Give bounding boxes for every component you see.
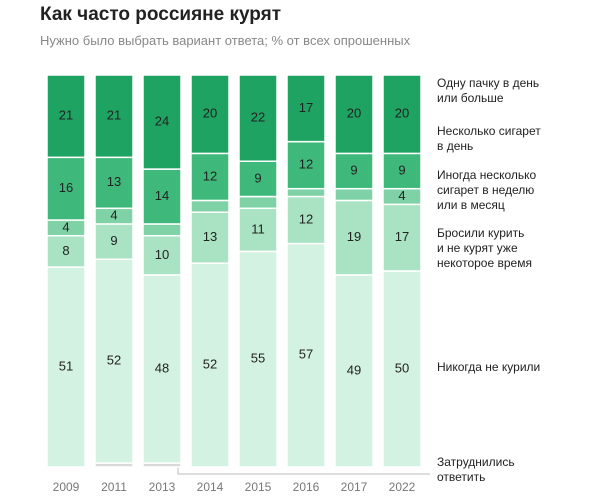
bar-segment	[46, 74, 86, 159]
value-label: 52	[107, 353, 121, 368]
value-label: 22	[251, 110, 265, 125]
value-label: 9	[350, 162, 357, 177]
bar-segment	[238, 250, 278, 468]
bar-segment	[334, 187, 374, 202]
x-tick-label: 2016	[293, 480, 320, 494]
bar-segment	[238, 207, 278, 253]
value-label: 9	[254, 170, 261, 185]
bar-segment	[46, 234, 86, 268]
x-tick-label: 2022	[389, 480, 416, 494]
x-tick-label: 2014	[197, 480, 224, 494]
bar-segment	[382, 203, 422, 272]
legend-label: Бросили курить и не курят уже некоторое вр…	[437, 226, 532, 270]
bar-segment	[94, 156, 134, 210]
bar-segment	[286, 195, 326, 245]
bar-segment	[46, 266, 86, 468]
bar-segment	[334, 274, 374, 468]
legend-label: Никогда не курили	[437, 360, 540, 374]
bar-segment	[334, 74, 374, 155]
value-label: 17	[395, 229, 409, 244]
value-label: 11	[251, 221, 265, 236]
value-label: 8	[62, 243, 69, 258]
bar-segment	[190, 74, 230, 155]
value-label: 20	[395, 106, 409, 121]
value-label: 9	[110, 233, 117, 248]
bar-segment	[190, 199, 230, 213]
bar-segment	[142, 223, 182, 237]
value-label: 12	[299, 157, 313, 172]
value-label: 13	[203, 229, 217, 244]
value-label: 17	[299, 100, 313, 115]
value-label: 48	[155, 360, 169, 375]
chart-title: Как часто россияне курят	[40, 4, 281, 25]
bar-segment	[238, 195, 278, 210]
value-label: 20	[203, 106, 217, 121]
bar-segment	[286, 187, 326, 198]
legend-label: Затруднились ответить	[437, 455, 515, 484]
value-label: 19	[347, 229, 361, 244]
value-label: 49	[347, 362, 361, 377]
bar-segment	[142, 168, 182, 225]
value-label: 9	[398, 162, 405, 177]
value-label: 24	[155, 113, 169, 128]
value-label: 14	[155, 188, 169, 203]
value-label: 57	[299, 347, 313, 362]
bar-segment	[286, 74, 326, 143]
bar-segment	[46, 156, 86, 221]
legend-label: Иногда несколько сигарет в неделю или в ме…	[437, 168, 537, 212]
value-label: 21	[59, 108, 73, 123]
chart-subtitle: Нужно было выбрать вариант ответа; % от …	[40, 33, 411, 48]
bar-segment	[382, 270, 422, 468]
legend-label: Одну пачку в день или больше	[437, 76, 539, 105]
bar-segment	[190, 152, 230, 202]
bar-segment	[142, 74, 182, 170]
bar-segment	[190, 262, 230, 468]
x-tick-label: 2015	[245, 480, 272, 494]
bar-segment	[382, 74, 422, 155]
value-label: 20	[347, 106, 361, 121]
x-tick-label: 2017	[341, 480, 368, 494]
value-label: 4	[110, 208, 117, 223]
value-label: 12	[299, 211, 313, 226]
value-label: 52	[203, 357, 217, 372]
x-tick-label: 2013	[149, 480, 176, 494]
bar-segment	[238, 74, 278, 162]
connector	[177, 467, 430, 475]
value-label: 16	[59, 180, 73, 195]
value-label: 55	[251, 351, 265, 366]
value-label: 10	[155, 247, 169, 262]
legend-label: Несколько сигарет в день	[437, 124, 541, 153]
value-label: 51	[59, 358, 73, 373]
value-label: 4	[62, 219, 69, 234]
value-label: 21	[107, 108, 121, 123]
bar-segment	[94, 258, 134, 464]
bar-segment	[142, 274, 182, 464]
bar-segment	[286, 242, 326, 468]
value-label: 13	[107, 174, 121, 189]
bar-segment	[94, 74, 134, 159]
bar-segment	[238, 160, 278, 198]
bar-segment	[334, 199, 374, 276]
x-tick-label: 2009	[53, 480, 80, 494]
value-label: 12	[203, 168, 217, 183]
value-label: 4	[398, 188, 405, 203]
value-label: 50	[395, 360, 409, 375]
bar-segment	[190, 211, 230, 264]
x-tick-label: 2011	[101, 480, 127, 494]
